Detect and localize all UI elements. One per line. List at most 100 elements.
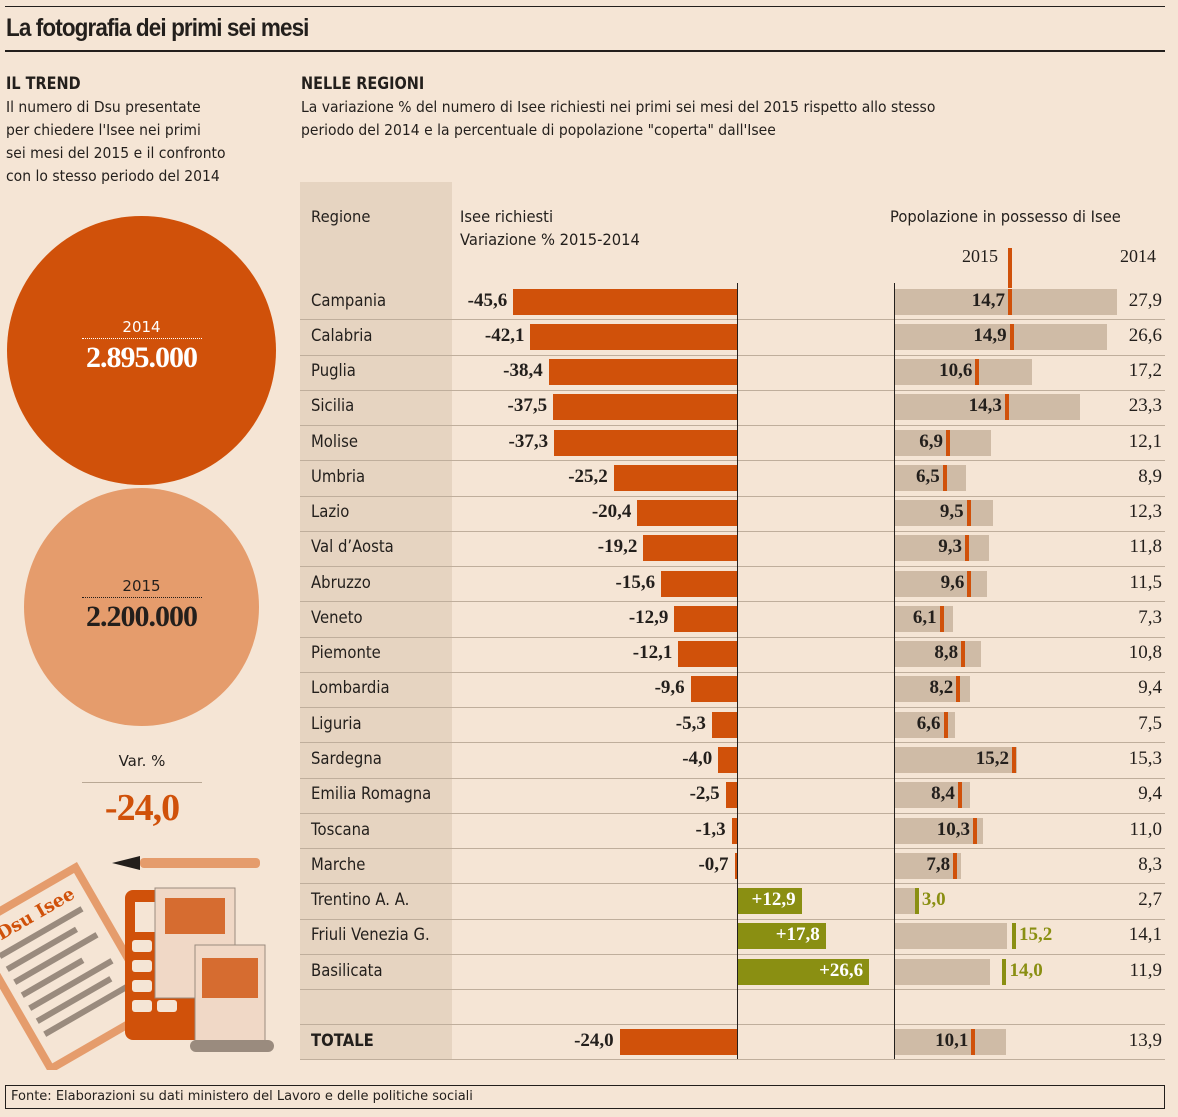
change-axis bbox=[737, 283, 738, 1060]
pop-2014-label: 26,6 bbox=[1128, 324, 1162, 346]
var-value: -24,0 bbox=[104, 787, 180, 829]
row-divider bbox=[300, 953, 1165, 955]
region-name: Basilicata bbox=[311, 960, 383, 980]
pop-2014-label: 11,9 bbox=[1129, 959, 1162, 981]
pop-2015-marker bbox=[1004, 394, 1009, 421]
pop-2015-label: 10,6 bbox=[939, 360, 973, 382]
pop-2015-label: 3,0 bbox=[921, 889, 946, 911]
pop-2015-label: 15,2 bbox=[975, 748, 1009, 769]
pop-2014-label: 7,5 bbox=[1138, 712, 1162, 734]
row-divider bbox=[300, 425, 1165, 427]
trend-line: sei mesi del 2015 e il confronto bbox=[6, 144, 226, 162]
pop-2014-bar bbox=[895, 323, 1107, 350]
pop-2014-bar bbox=[895, 817, 983, 844]
row-divider bbox=[300, 460, 1165, 462]
year-2015-label: 2015 bbox=[122, 577, 161, 595]
top-rule bbox=[5, 6, 1165, 7]
trend-line: Il numero di Dsu presentate bbox=[6, 98, 201, 116]
pop-2014-bar bbox=[895, 464, 966, 491]
row-divider bbox=[300, 530, 1165, 532]
pop-2014-bar bbox=[895, 923, 1008, 950]
region-name: Liguria bbox=[311, 713, 362, 733]
change-label: -42,1 bbox=[484, 324, 525, 346]
region-name: Marche bbox=[311, 854, 366, 874]
regions-line: periodo del 2014 e la percentuale di pop… bbox=[301, 121, 776, 139]
circle-2015: 2015 2.200.000 bbox=[24, 488, 259, 726]
row-divider bbox=[300, 777, 1165, 779]
year-2014-label: 2014 bbox=[122, 318, 161, 336]
region-name: Puglia bbox=[311, 361, 356, 381]
change-bar bbox=[738, 958, 870, 985]
pop-2014-label: 12,3 bbox=[1128, 501, 1162, 523]
pop-2014-bar bbox=[895, 641, 981, 668]
row-divider bbox=[300, 742, 1165, 744]
change-bar bbox=[554, 429, 738, 456]
pop-2014-bar bbox=[895, 394, 1081, 421]
col-header-pop: Popolazione in possesso di Isee bbox=[890, 207, 1121, 226]
change-bar bbox=[718, 747, 738, 773]
region-column-bg bbox=[300, 182, 452, 1060]
regions-line: La variazione % del numero di Isee richi… bbox=[301, 98, 936, 116]
pop-2015-marker bbox=[939, 605, 944, 632]
change-bar bbox=[661, 570, 738, 597]
row-divider bbox=[300, 1024, 1165, 1026]
regions-description: La variazione % del numero di Isee richi… bbox=[301, 96, 935, 142]
pop-2014-label: 14,1 bbox=[1128, 924, 1162, 946]
change-label: -12,9 bbox=[628, 606, 669, 628]
pop-2015-label: 7,8 bbox=[926, 853, 951, 875]
row-divider bbox=[300, 989, 1165, 991]
change-bar bbox=[734, 852, 738, 879]
pop-2015-label: 6,5 bbox=[916, 465, 940, 487]
pop-2014-bar bbox=[895, 288, 1118, 315]
change-label: -38,4 bbox=[503, 360, 543, 382]
col-header-change-line1: Isee richiesti bbox=[460, 207, 554, 226]
col-header-2014: 2014 bbox=[1120, 246, 1156, 266]
pop-2015-marker bbox=[967, 570, 972, 597]
pop-2015-label: 9,3 bbox=[938, 536, 963, 558]
region-name: Campania bbox=[311, 290, 387, 310]
change-label: -45,6 bbox=[467, 289, 508, 311]
pop-2014-label: 2,7 bbox=[1138, 889, 1162, 911]
pop-2014-label: 10,8 bbox=[1128, 642, 1162, 664]
change-bar bbox=[725, 782, 738, 809]
pop-2014-label: 13,9 bbox=[1128, 1030, 1162, 1052]
pop-2015-marker bbox=[1002, 958, 1007, 985]
change-label: -19,2 bbox=[597, 536, 638, 558]
row-divider bbox=[300, 707, 1165, 709]
region-name: Trentino A. A. bbox=[311, 890, 410, 910]
trend-line: con lo stesso periodo del 2014 bbox=[6, 167, 220, 185]
pop-2015-label: 14,0 bbox=[1009, 959, 1043, 981]
pop-2015-label: 14,3 bbox=[968, 395, 1002, 417]
pop-2014-bar bbox=[895, 852, 962, 879]
row-divider bbox=[300, 636, 1165, 638]
pop-2014-bar bbox=[895, 958, 990, 985]
row-divider bbox=[300, 848, 1165, 850]
region-name: TOTALE bbox=[311, 1031, 374, 1051]
pop-2015-marker bbox=[975, 359, 980, 386]
pop-2014-label: 15,3 bbox=[1128, 748, 1162, 769]
pop-2014-label: 11,5 bbox=[1129, 571, 1162, 593]
trend-description: Il numero di Dsu presentate per chiedere… bbox=[6, 96, 226, 188]
change-label: -15,6 bbox=[615, 571, 656, 593]
row-divider bbox=[300, 671, 1165, 673]
region-name: Abruzzo bbox=[311, 572, 371, 592]
region-name: Calabria bbox=[311, 325, 373, 345]
col-header-region: Regione bbox=[311, 207, 371, 226]
regions-heading: NELLE REGIONI bbox=[301, 74, 425, 94]
change-bar bbox=[619, 1029, 738, 1056]
region-name: Friuli Venezia G. bbox=[311, 925, 430, 945]
row-divider bbox=[300, 883, 1165, 885]
region-name: Sardegna bbox=[311, 749, 382, 768]
pop-2014-bar bbox=[895, 429, 992, 456]
pop-2014-bar bbox=[895, 359, 1032, 386]
pop-2015-marker bbox=[965, 535, 970, 562]
pop-2015-label: 9,6 bbox=[940, 571, 965, 593]
change-bar bbox=[643, 535, 738, 562]
pop-2014-bar bbox=[895, 747, 1017, 773]
change-bar bbox=[674, 605, 738, 632]
region-name: Umbria bbox=[311, 466, 366, 486]
region-name: Lazio bbox=[311, 502, 350, 522]
pop-2015-marker bbox=[966, 500, 971, 527]
change-label: -25,2 bbox=[568, 465, 608, 487]
row-divider bbox=[300, 319, 1165, 321]
